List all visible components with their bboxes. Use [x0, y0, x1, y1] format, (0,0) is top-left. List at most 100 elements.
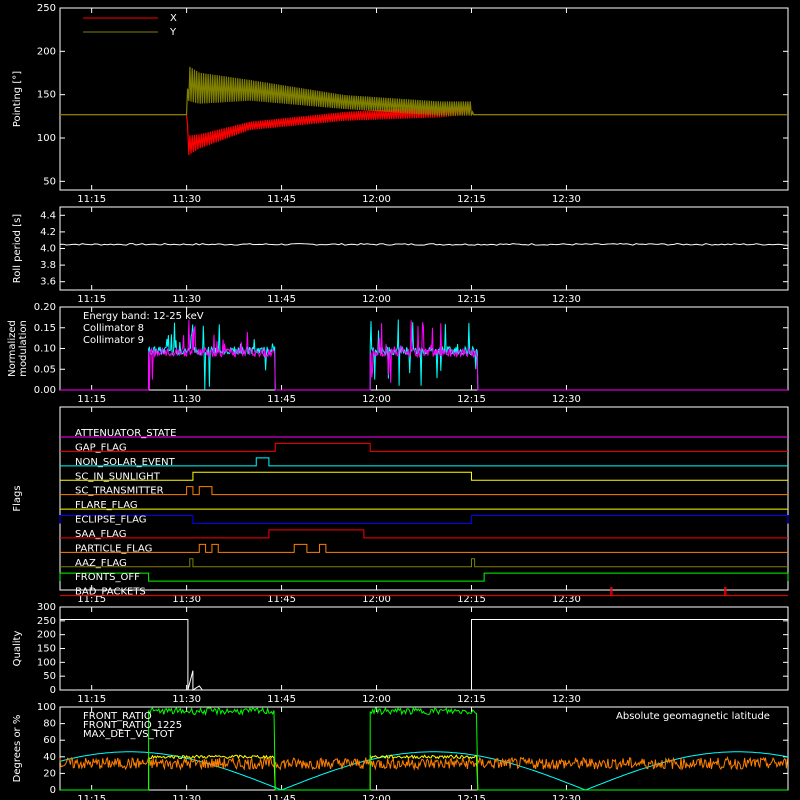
x-tick-label: 12:15 [457, 294, 486, 305]
series-line-y [60, 66, 787, 116]
panel-frame [59, 706, 789, 791]
x-tick-label: 12:30 [552, 394, 581, 405]
y-tick-label: 50 [43, 176, 56, 187]
series-line-geomagnetic-latitude [59, 751, 789, 791]
series-line-max-det-vs-tot [59, 755, 788, 771]
flag-label-aaz-flag: AAZ_FLAG [75, 558, 127, 569]
x-tick-label: 11:15 [77, 194, 106, 205]
panel-frame [59, 206, 789, 291]
x-tick-label: 12:15 [457, 694, 486, 705]
panel-frame [59, 406, 789, 591]
series-line-roll-period [59, 242, 788, 246]
y-tick-label: 0.20 [34, 302, 56, 313]
y-tick-label: 200 [37, 630, 56, 641]
x-tick-label: 12:30 [552, 694, 581, 705]
y-tick-label: 40 [43, 752, 56, 763]
y-axis-label: Roll period [s] [12, 214, 23, 283]
flag-line-sc-in-sunlight [60, 471, 788, 481]
flag-label-eclipse-flag: ECLIPSE_FLAG [75, 515, 146, 526]
x-tick-label: 12:15 [457, 794, 486, 800]
y-tick-label: 200 [37, 46, 56, 57]
x-tick-label: 11:45 [267, 694, 296, 705]
flag-line-bad-packets [60, 587, 788, 597]
y-axis-label: Quality [12, 631, 23, 667]
x-tick-label: 12:30 [552, 294, 581, 305]
x-tick-label: 11:45 [267, 294, 296, 305]
y-axis-label: modulation [18, 320, 29, 377]
x-tick-label: 11:15 [77, 694, 106, 705]
legend-label: Collimator 8 [83, 323, 144, 334]
x-tick-label: 12:00 [362, 694, 391, 705]
x-tick-label: 12:00 [362, 394, 391, 405]
flag-line-non-solar-event [60, 457, 788, 467]
flag-line-sc-transmitter [60, 486, 788, 496]
legend-label: X [170, 13, 177, 24]
x-tick-label: 12:30 [552, 594, 581, 605]
x-tick-label: 11:45 [267, 794, 296, 800]
annotation-energy-band: Energy band: 12-25 keV [83, 311, 204, 322]
series-line-quality [60, 619, 788, 691]
flag-label-sc-in-sunlight: SC_IN_SUNLIGHT [75, 471, 161, 482]
flag-label-gap-flag: GAP_FLAG [75, 442, 127, 453]
y-tick-label: 3.8 [40, 260, 56, 271]
x-tick-label: 11:15 [77, 394, 106, 405]
flag-line-saa-flag [60, 529, 788, 539]
x-tick-label: 12:15 [457, 594, 486, 605]
x-tick-label: 12:00 [362, 594, 391, 605]
legend-label: MAX_DET_VS_TOT [83, 729, 175, 740]
y-axis-label: Flags [12, 485, 23, 511]
x-tick-label: 12:00 [362, 794, 391, 800]
flag-line-eclipse-flag [59, 515, 789, 524]
x-tick-label: 11:30 [172, 394, 201, 405]
legend-label: FRONT_RATIO_1225 [83, 720, 182, 731]
x-tick-label: 12:00 [362, 294, 391, 305]
flag-label-non-solar-event: NON_SOLAR_EVENT [75, 457, 176, 468]
flag-label-fronts-off: FRONTS_OFF [75, 572, 140, 583]
y-tick-label: 100 [37, 702, 56, 713]
y-tick-label: 150 [37, 90, 56, 101]
y-tick-label: 0.10 [34, 344, 56, 355]
flag-label-sc-transmitter: SC_TRANSMITTER [75, 486, 164, 497]
series-line-collimator-9 [60, 319, 788, 391]
y-tick-label: 250 [37, 616, 56, 627]
y-tick-label: 100 [37, 133, 56, 144]
flag-label-attenuator-state: ATTENUATOR_STATE [75, 428, 176, 439]
series-line-front-ratio [60, 754, 788, 791]
y-axis-label: Degrees or % [12, 715, 23, 783]
flag-line-gap-flag [60, 442, 788, 452]
x-tick-label: 11:30 [172, 694, 201, 705]
y-tick-label: 4.4 [40, 210, 56, 221]
y-tick-label: 100 [37, 657, 56, 668]
flag-label-bad-packets: BAD_PACKETS [75, 587, 146, 598]
y-tick-label: 0.00 [34, 385, 56, 396]
x-tick-label: 11:30 [172, 194, 201, 205]
y-tick-label: 3.6 [40, 277, 56, 288]
flag-label-flare-flag: FLARE_FLAG [75, 500, 138, 511]
x-tick-label: 12:30 [552, 194, 581, 205]
y-tick-label: 20 [43, 768, 56, 779]
y-tick-label: 4.0 [40, 244, 56, 255]
x-tick-label: 11:30 [172, 594, 201, 605]
x-tick-label: 12:30 [552, 794, 581, 800]
x-tick-label: 11:15 [77, 294, 106, 305]
y-tick-label: 150 [37, 644, 56, 655]
y-tick-label: 0 [50, 785, 56, 796]
x-tick-label: 11:30 [172, 294, 201, 305]
y-tick-label: 0 [50, 685, 56, 696]
y-axis-label: Normalized [7, 320, 18, 377]
flag-line-particle-flag [60, 543, 788, 553]
y-tick-label: 0.15 [34, 323, 56, 334]
y-tick-label: 4.2 [40, 227, 56, 238]
x-tick-label: 11:30 [172, 794, 201, 800]
y-tick-label: 300 [37, 602, 56, 613]
panel-frame [59, 7, 789, 191]
x-tick-label: 11:15 [77, 594, 106, 605]
flag-line-aaz-flag [60, 558, 788, 568]
x-tick-label: 12:15 [457, 394, 486, 405]
flag-label-particle-flag: PARTICLE_FLAG [75, 543, 152, 554]
legend-label: FRONT_RATIO [83, 711, 152, 722]
legend-label: Absolute geomagnetic latitude [616, 711, 770, 722]
series-line-front-ratio-1225 [60, 706, 788, 791]
y-tick-label: 60 [43, 735, 56, 746]
flag-line-fronts-off [59, 572, 789, 582]
